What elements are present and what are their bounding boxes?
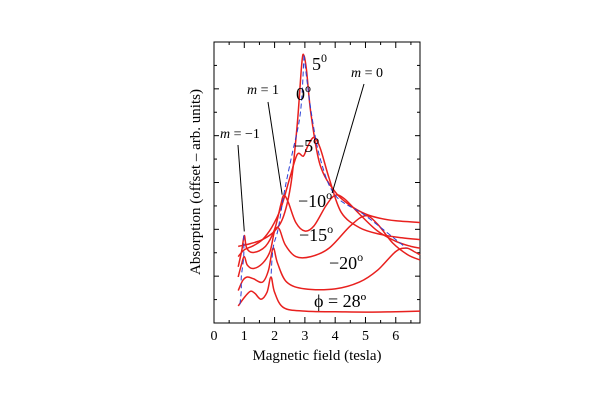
plot-frame [213,41,421,324]
angle-label: 50 [312,51,327,74]
angle-label: −5o [294,133,319,156]
absorption-curve [237,214,421,278]
absorption-curve [237,276,421,313]
guide-line [239,235,245,307]
guide-line [303,55,407,249]
m-annotation: m = −1 [220,127,260,142]
absorption-curve [237,136,421,258]
m-annotations: m = −1 m = 1 m = 0 [220,66,383,232]
y-axis-title: Absorption (offset – arb. units) [188,89,204,275]
x-tick-label: 1 [241,329,248,344]
x-tick-label: 5 [362,329,369,344]
angle-label: −10o [298,188,332,211]
angle-label: −15o [299,222,333,245]
leader-line [331,83,365,194]
angle-label: −20o [329,250,363,273]
leader-line [237,144,245,232]
x-axis-title: Magnetic field (tesla) [252,348,381,364]
m-annotation: m = 0 [351,66,383,81]
angle-label: 0o [296,81,311,104]
x-tick-labels: 0 1 2 3 4 5 6 [211,329,400,344]
absorption-curve [237,247,421,291]
x-tick-label: 3 [301,329,308,344]
phi-label: ϕ = 28º [314,291,367,311]
leader-line [267,101,283,195]
m-annotation: m = 1 [247,83,279,98]
x-tick-label: 2 [271,329,278,344]
frame-ticks [213,42,420,323]
dashed-guides [239,55,407,307]
x-tick-label: 4 [332,329,339,344]
absorption-curve [237,194,421,267]
x-tick-label: 0 [211,329,218,344]
x-tick-label: 6 [392,329,399,344]
guide-line [270,55,305,278]
